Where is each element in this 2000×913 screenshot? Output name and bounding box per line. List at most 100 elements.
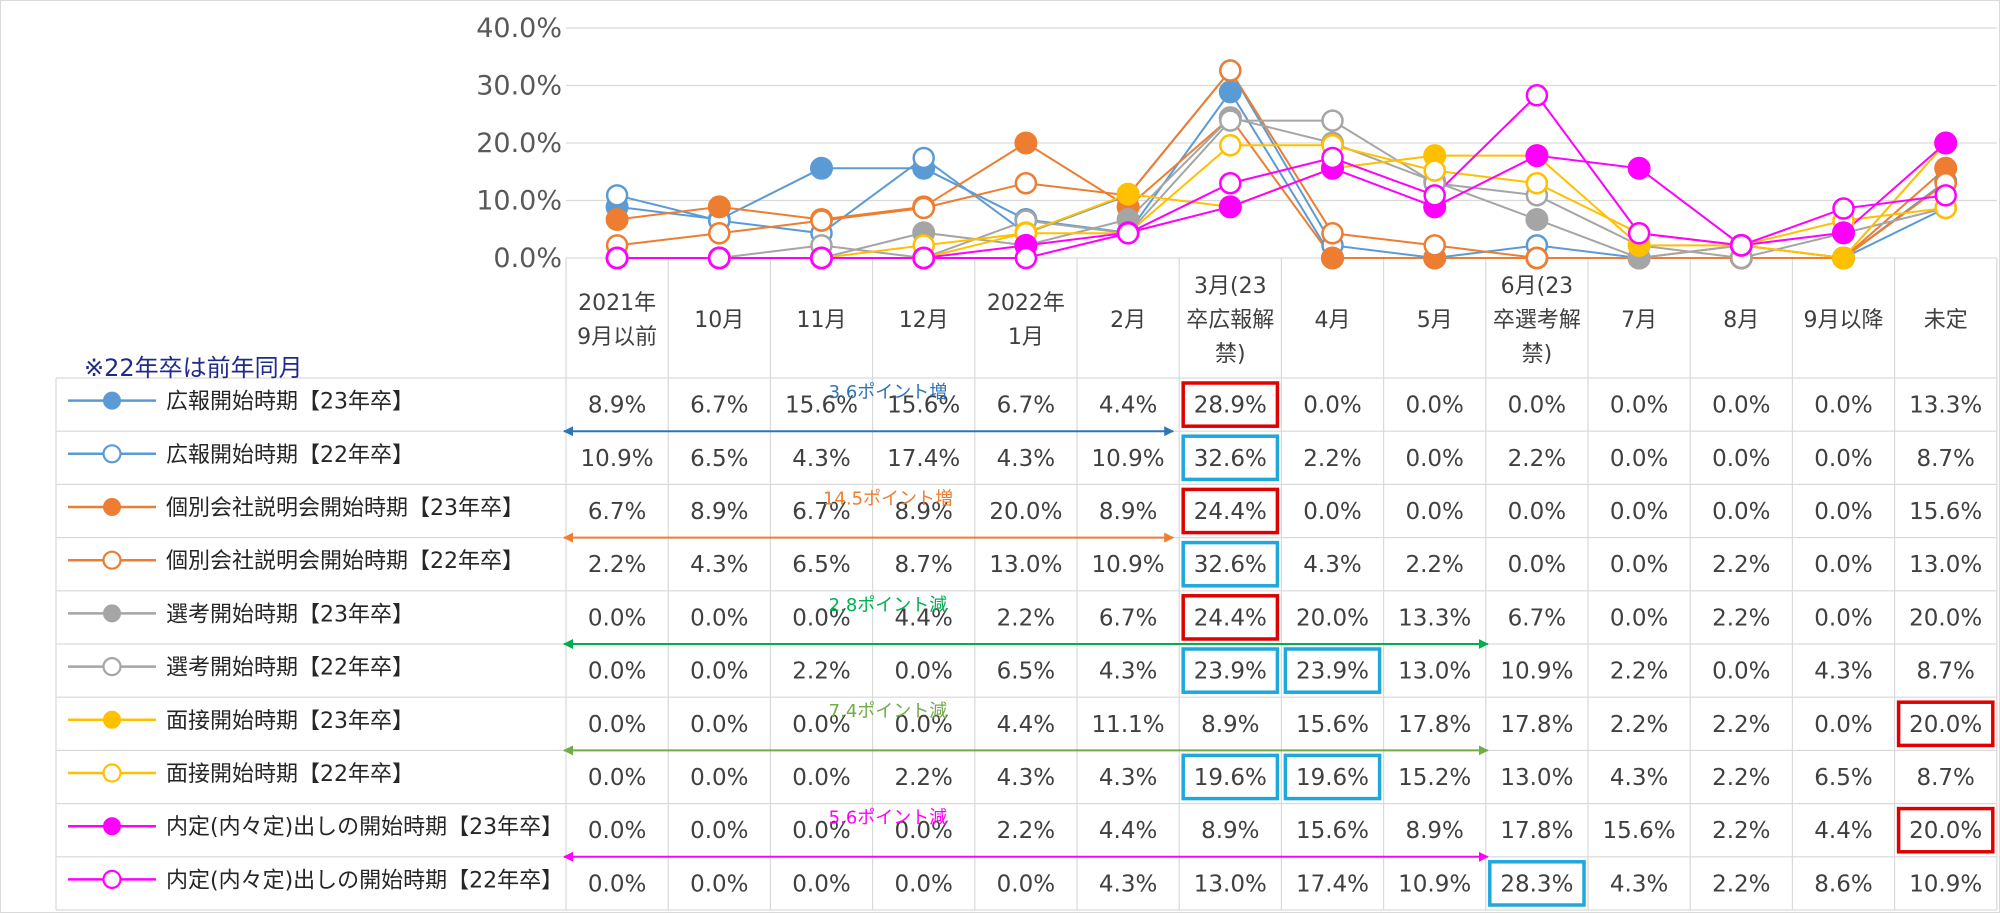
value-cell: 0.0%	[588, 818, 646, 844]
value-cell: 0.0%	[690, 659, 748, 685]
value-cell: 4.3%	[1099, 659, 1157, 685]
data-point	[1218, 80, 1242, 104]
category-label: 2月	[1110, 308, 1146, 333]
data-point	[1219, 59, 1242, 82]
data-point	[605, 184, 629, 207]
value-cell: 2.2%	[997, 605, 1055, 631]
value-cell: 8.9%	[1405, 818, 1463, 844]
value-cell: 13.0%	[989, 552, 1062, 578]
data-point	[1014, 131, 1038, 155]
data-point	[1525, 246, 1549, 270]
category-label: 9月以降	[1804, 308, 1884, 333]
legend-key-marker	[102, 763, 122, 783]
value-cell: 15.6%	[1909, 499, 1982, 525]
value-cell: 17.8%	[1500, 712, 1573, 738]
value-cell: 10.9%	[1092, 552, 1165, 578]
y-tick-label: 20.0%	[476, 128, 562, 159]
data-point	[1525, 172, 1549, 195]
value-cell: 0.0%	[1712, 499, 1770, 525]
value-cell: 15.6%	[887, 393, 960, 419]
data-point	[1014, 246, 1038, 270]
data-point	[1014, 172, 1038, 195]
value-cell: 0.0%	[792, 605, 850, 631]
value-cell: 20.0%	[1909, 605, 1982, 631]
series-name: 面接開始時期【23年卒】	[166, 709, 414, 734]
value-cell: 19.6%	[1194, 765, 1267, 791]
value-cell: 4.3%	[1610, 765, 1668, 791]
legend-key-marker	[102, 656, 122, 677]
value-cell: 6.5%	[1814, 765, 1872, 791]
highlight-box	[1181, 381, 1280, 428]
value-cell: 6.5%	[792, 552, 850, 578]
value-cell: 0.0%	[894, 659, 952, 685]
data-point	[1525, 207, 1549, 231]
value-cell: 20.0%	[1909, 712, 1982, 738]
value-cell: 0.0%	[588, 712, 646, 738]
series-name: 広報開始時期【22年卒】	[166, 443, 414, 468]
value-cell: 2.2%	[1508, 446, 1566, 472]
value-cell: 20.0%	[989, 499, 1062, 525]
value-cell: 19.6%	[1296, 765, 1369, 791]
value-cell: 8.6%	[1814, 871, 1872, 897]
value-cell: 23.9%	[1296, 659, 1369, 685]
value-cell: 15.6%	[785, 393, 858, 419]
comparison-label: 3.6ポイント増	[829, 382, 948, 403]
value-cell: 8.7%	[894, 552, 952, 578]
value-cell: 2.2%	[1712, 818, 1770, 844]
data-point	[708, 222, 731, 245]
value-cell: 4.3%	[1814, 659, 1872, 685]
series-name: 個別会社説明会開始時期【23年卒】	[166, 496, 524, 521]
value-cell: 4.4%	[1099, 393, 1157, 419]
legend-key-marker	[102, 869, 122, 890]
data-point	[1423, 159, 1446, 182]
value-cell: 6.7%	[997, 393, 1055, 419]
value-cell: 0.0%	[792, 818, 850, 844]
value-cell: 0.0%	[690, 818, 748, 844]
value-cell: 8.9%	[690, 499, 748, 525]
value-cell: 0.0%	[1610, 499, 1668, 525]
data-point	[912, 246, 935, 270]
value-cell: 6.7%	[792, 499, 850, 525]
value-cell: 2.2%	[894, 765, 952, 791]
value-cell: 17.4%	[1296, 871, 1369, 897]
value-cell: 0.0%	[1814, 605, 1872, 631]
value-cell: 10.9%	[1500, 659, 1573, 685]
highlight-box	[1896, 806, 1995, 854]
comparison-arrows: 3.6ポイント増 14.5ポイント増 2.8ポイント減 7.4ポイント減 5.6ポイント…	[563, 382, 1489, 862]
value-cell: 13.0%	[1500, 765, 1573, 791]
category-label: 禁)	[1215, 342, 1246, 367]
data-point	[1627, 222, 1651, 245]
value-cell: 10.9%	[1092, 446, 1165, 472]
highlight-box	[1896, 700, 1995, 748]
value-cell: 0.0%	[1712, 446, 1770, 472]
series-line	[617, 116, 1947, 260]
value-cell: 0.0%	[1303, 393, 1361, 419]
value-cell: 15.6%	[1296, 712, 1369, 738]
value-cell: 8.7%	[1916, 765, 1974, 791]
data-point	[1321, 146, 1344, 170]
data-point	[1423, 234, 1446, 257]
category-label: 9月以前	[577, 325, 657, 350]
highlight-box	[1181, 434, 1280, 482]
value-cell: 0.0%	[1508, 393, 1566, 419]
value-cell: 0.0%	[1814, 393, 1872, 419]
value-cell: 6.5%	[690, 446, 748, 472]
series-line	[617, 93, 1946, 259]
category-label: 10月	[694, 308, 744, 333]
series-name: 選考開始時期【23年卒】	[166, 602, 414, 627]
legend-key-marker	[103, 604, 121, 623]
value-cell: 23.9%	[1194, 659, 1267, 685]
value-cell: 0.0%	[690, 765, 748, 791]
y-tick-label: 0.0%	[493, 243, 562, 274]
value-cell: 10.9%	[1398, 871, 1471, 897]
data-point	[1116, 222, 1140, 245]
category-label: 5月	[1417, 308, 1453, 333]
category-label: 11月	[797, 308, 847, 333]
highlight-box	[1283, 753, 1382, 801]
series-lines	[616, 68, 1947, 260]
value-cell: 0.0%	[1508, 499, 1566, 525]
value-cell: 0.0%	[1712, 659, 1770, 685]
series-name: 広報開始時期【23年卒】	[166, 390, 414, 415]
data-point	[1525, 84, 1549, 107]
